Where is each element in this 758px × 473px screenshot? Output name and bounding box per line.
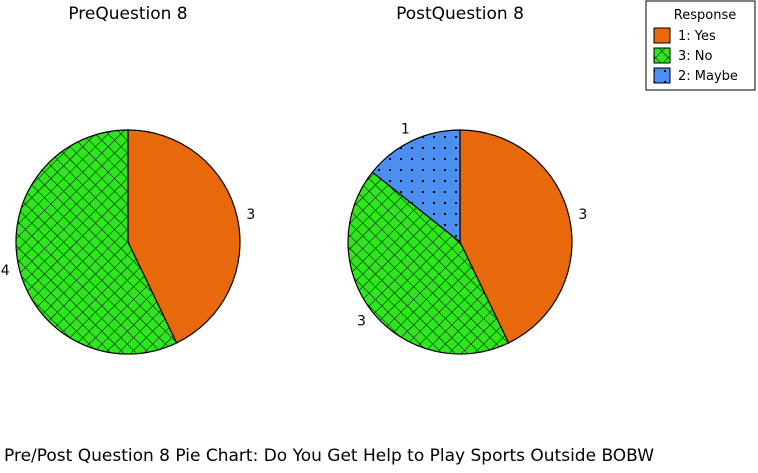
legend-label: 1: Yes	[678, 29, 716, 44]
pie-slice-value-label: 3	[578, 207, 587, 223]
pie-slice-3-no	[347, 171, 510, 355]
pie-slice-value-label: 3	[357, 314, 366, 330]
legend-swatch	[653, 67, 671, 84]
pie-slice-value-label: 4	[1, 263, 10, 279]
pie-slice-1-yes	[127, 129, 241, 344]
chart-caption: Pre/Post Question 8 Pie Chart: Do You Ge…	[4, 446, 655, 466]
pie-slice-3-no	[15, 129, 178, 355]
pie-1: PreQuestion 8 3 4	[1, 4, 255, 355]
legend-swatch	[653, 47, 671, 64]
legend-title: Response	[674, 8, 736, 23]
pie-slice-value-label: 1	[401, 121, 410, 137]
legend: Response 1: Yes 3: No 2: Maybe	[645, 0, 756, 91]
pie-2: PostQuestion 8 3 3 1	[347, 4, 587, 355]
legend-label: 2: Maybe	[678, 69, 738, 84]
legend-label: 3: No	[678, 49, 713, 64]
pie-title: PreQuestion 8	[68, 4, 187, 24]
pie-slice-value-label: 3	[246, 207, 255, 223]
pie-title: PostQuestion 8	[396, 4, 524, 24]
pie-slice-1-yes	[459, 129, 573, 344]
legend-swatch	[653, 27, 671, 44]
pie-slice-2-maybe	[371, 129, 461, 244]
